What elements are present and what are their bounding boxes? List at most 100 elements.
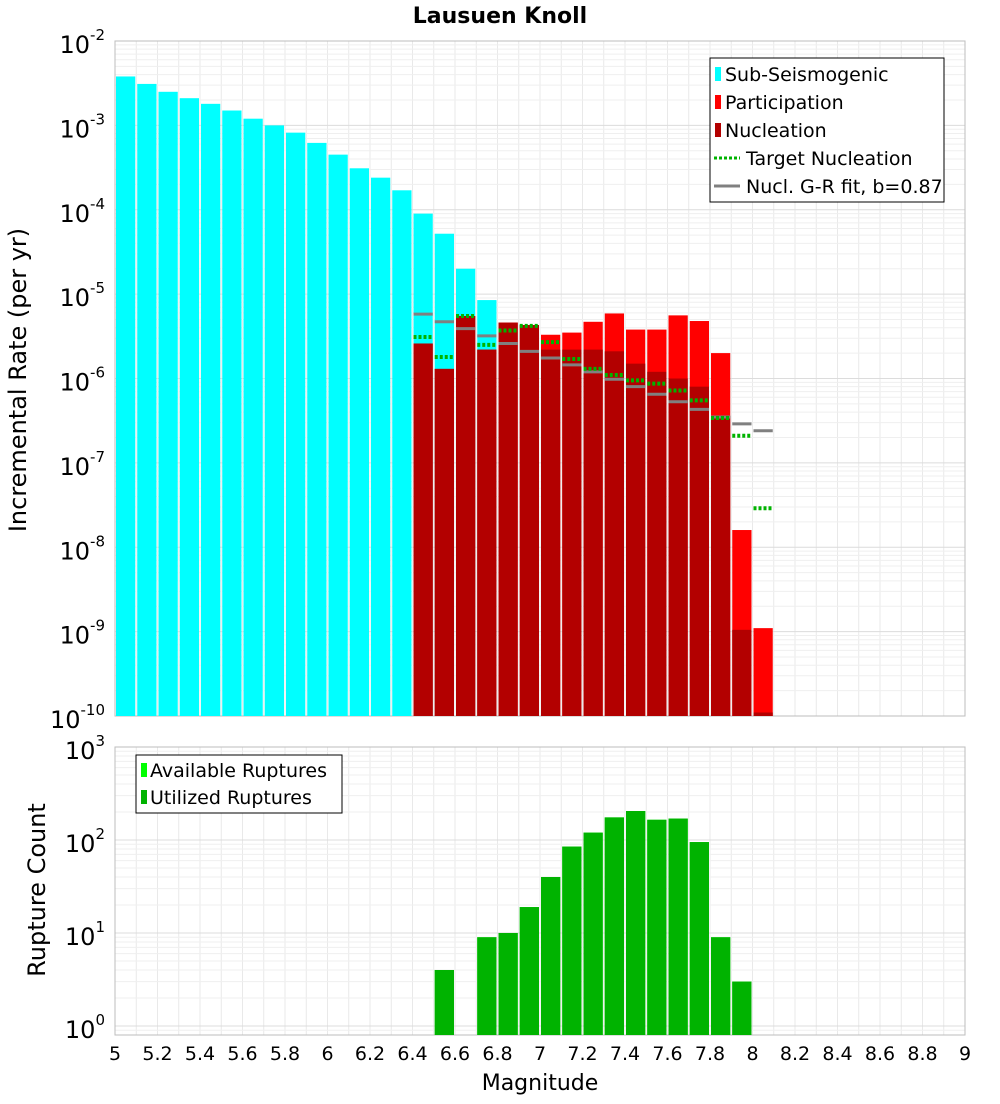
utilized-ruptures-bar [477, 937, 497, 1035]
x-tick-label: 5 [109, 1043, 121, 1065]
top-y-tick-label: 10-2 [59, 26, 105, 59]
legend-entry-label: Utilized Ruptures [150, 787, 312, 809]
utilized-ruptures-bar [583, 832, 603, 1035]
x-tick-label: 8.8 [907, 1043, 937, 1065]
utilized-ruptures-bar [668, 818, 688, 1035]
legend-swatch [141, 790, 147, 804]
bottom-y-tick-label: 103 [65, 732, 105, 765]
nucleation-bar [562, 349, 582, 716]
utilized-ruptures-bar [498, 932, 518, 1035]
legend-entry-label: Sub-Seismogenic [725, 64, 889, 86]
sub-seismogenic-bar [243, 118, 263, 716]
x-tick-label: 5.4 [185, 1043, 215, 1065]
sub-seismogenic-bar [286, 132, 306, 716]
utilized-ruptures-bar [711, 937, 731, 1035]
x-tick-label: 8 [746, 1043, 758, 1065]
utilized-ruptures-bar [604, 817, 624, 1035]
x-tick-label: 7.6 [652, 1043, 682, 1065]
x-tick-label: 6.4 [397, 1043, 427, 1065]
top-legend: Sub-Seismogenic Participation Nucleation Ta… [709, 57, 945, 203]
bottom-y-axis-label: Rupture Count [23, 803, 51, 977]
legend-swatch [715, 67, 721, 81]
legend-swatch [141, 763, 147, 777]
sub-seismogenic-bar [222, 110, 242, 716]
sub-seismogenic-bar [116, 76, 136, 717]
legend-entry-label: Nucleation [725, 120, 827, 142]
sub-seismogenic-bar [371, 177, 391, 716]
legend-entry-label: Target Nucleation [745, 148, 913, 170]
top-y-tick-label: 10-5 [59, 279, 105, 312]
x-tick-label: 8.4 [822, 1043, 852, 1065]
top-y-tick-label: 10-10 [50, 701, 105, 734]
sub-seismogenic-bar [137, 83, 157, 716]
utilized-ruptures-bar [689, 842, 709, 1035]
nucleation-bar [413, 343, 433, 716]
x-tick-label: 7.8 [695, 1043, 725, 1065]
x-tick-label: 7 [534, 1043, 546, 1065]
sub-seismogenic-bar [158, 91, 178, 716]
utilized-ruptures-bar [647, 819, 667, 1035]
sub-seismogenic-bar [349, 168, 369, 716]
bottom-y-tick-label: 100 [65, 1011, 105, 1044]
top-plot-area: 10-10 10-9 10-8 10-7 10-6 10-5 10-4 10-3 10-2 Sub… [50, 26, 966, 734]
x-tick-label: 5.6 [227, 1043, 257, 1065]
nucleation-bar [689, 386, 709, 716]
nucleation-bar [604, 351, 624, 716]
x-tick-label: 9 [959, 1043, 971, 1065]
nucleation-bar [456, 316, 476, 716]
nucleation-bar [541, 349, 561, 716]
x-tick-label: 6.6 [440, 1043, 470, 1065]
top-y-axis-label: Incremental Rate (per yr) [4, 228, 32, 532]
utilized-ruptures-bar [562, 846, 582, 1035]
legend-swatch [715, 95, 721, 109]
legend-entry-label: Participation [725, 92, 844, 114]
x-tick-label: 6.2 [355, 1043, 385, 1065]
x-tick-label: 6 [321, 1043, 333, 1065]
nucleation-bar [477, 349, 497, 716]
nucleation-bar [626, 363, 646, 716]
nucleation-bar [753, 712, 773, 716]
x-tick-label: 7.2 [567, 1043, 597, 1065]
top-y-tick-label: 10-6 [59, 364, 105, 397]
x-tick-label: 7.4 [610, 1043, 640, 1065]
x-tick-label: 8.2 [780, 1043, 810, 1065]
utilized-ruptures-bar [434, 969, 454, 1035]
sub-seismogenic-bar [392, 190, 412, 716]
utilized-ruptures-bar [541, 877, 561, 1035]
bottom-y-tick-label: 102 [65, 825, 105, 858]
utilized-ruptures-bar [732, 981, 752, 1035]
nucleation-bar [583, 349, 603, 716]
top-frame [114, 40, 966, 717]
bottom-frame [114, 746, 966, 1036]
legend-swatch [715, 123, 721, 137]
legend-entry-label: Nucl. G-R fit, b=0.87 [746, 176, 943, 198]
sub-seismogenic-bar [328, 154, 348, 716]
nucleation-bar [711, 415, 731, 716]
utilized-ruptures-bar [519, 907, 539, 1035]
sub-seismogenic-bar [179, 98, 199, 716]
x-tick-label: 6.8 [482, 1043, 512, 1065]
nucleation-bar [519, 325, 539, 716]
sub-seismogenic-bar [307, 142, 327, 716]
bottom-y-tick-label: 101 [65, 918, 105, 951]
sub-seismogenic-bar [201, 103, 221, 717]
top-y-tick-label: 10-8 [59, 532, 105, 565]
participation-bar [753, 628, 773, 716]
x-tick-label: 8.6 [865, 1043, 895, 1065]
nucleation-bar [647, 371, 667, 716]
x-axis-label: Magnitude [482, 1071, 599, 1096]
utilized-ruptures-bar [626, 811, 646, 1035]
nucleation-bar [498, 322, 518, 716]
top-y-tick-label: 10-4 [59, 195, 105, 228]
top-y-tick-label: 10-7 [59, 448, 105, 481]
chart-title: Lausuen Knoll [413, 4, 587, 29]
x-tick-label: 5.2 [142, 1043, 172, 1065]
nucleation-bar [668, 378, 688, 716]
top-y-tick-label: 10-3 [59, 110, 105, 143]
nucleation-bar [732, 629, 752, 716]
nucleation-bar [434, 368, 454, 716]
top-y-tick-label: 10-9 [59, 617, 105, 650]
